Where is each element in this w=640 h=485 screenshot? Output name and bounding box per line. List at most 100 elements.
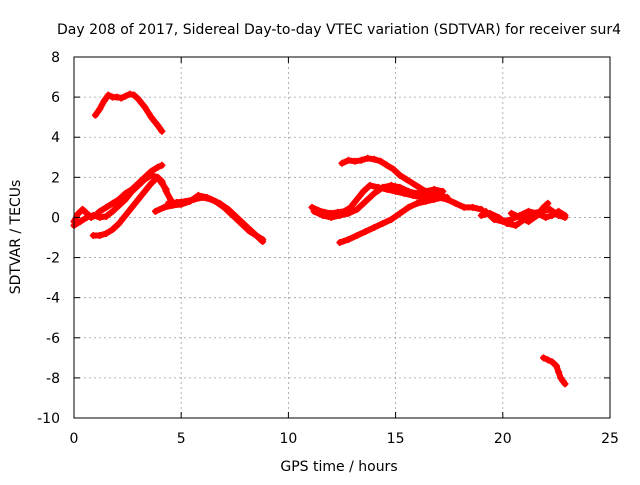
data-point	[154, 121, 162, 129]
data-point	[134, 181, 142, 189]
data-point	[160, 203, 168, 211]
data-point	[507, 215, 515, 223]
data-point	[542, 213, 550, 221]
data-point	[199, 193, 207, 201]
data-point	[147, 171, 155, 179]
data-point	[460, 203, 468, 211]
y-tick-label: -4	[46, 291, 60, 307]
y-tick-label: 0	[51, 210, 60, 226]
data-point	[482, 207, 490, 215]
data-point	[109, 199, 117, 207]
data-point	[147, 113, 155, 121]
data-point	[555, 368, 563, 376]
x-tick-label: 20	[494, 431, 512, 447]
data-point	[134, 195, 142, 203]
data-point	[353, 205, 361, 213]
data-point	[327, 213, 335, 221]
data-point	[540, 354, 548, 362]
data-point	[402, 175, 410, 183]
y-tick-label: -8	[46, 371, 60, 387]
data-point	[115, 219, 123, 227]
data-point	[362, 227, 370, 235]
data-point	[76, 217, 84, 225]
data-point	[147, 179, 155, 187]
data-point	[104, 91, 112, 99]
data-point	[396, 183, 404, 191]
data-point	[387, 181, 395, 189]
data-point	[96, 105, 104, 113]
data-point	[452, 199, 460, 207]
data-point	[353, 195, 361, 203]
data-series-arc-14	[540, 354, 569, 388]
x-tick-label: 5	[177, 431, 186, 447]
data-point	[158, 161, 166, 169]
data-point	[512, 221, 520, 229]
data-point	[250, 229, 258, 237]
data-point	[396, 171, 404, 179]
data-point	[89, 211, 97, 219]
data-point	[370, 189, 378, 197]
data-point	[469, 203, 477, 211]
data-point	[533, 211, 541, 219]
data-point	[544, 199, 552, 207]
y-tick-label: -2	[46, 251, 60, 267]
y-tick-label: 8	[51, 50, 60, 66]
data-point	[377, 157, 385, 165]
data-point	[383, 161, 391, 169]
data-point	[441, 193, 449, 201]
data-point	[422, 197, 430, 205]
data-series-arc-10	[338, 154, 449, 201]
data-point	[353, 231, 361, 239]
series-trace	[92, 91, 165, 135]
data-point	[102, 212, 110, 220]
data-point	[379, 183, 387, 191]
data-point	[83, 213, 91, 221]
series-trace	[311, 182, 446, 221]
data-point	[207, 195, 215, 203]
data-point	[357, 156, 365, 164]
data-point	[233, 213, 241, 221]
data-point	[102, 229, 110, 237]
data-point	[338, 159, 346, 167]
data-point	[162, 187, 170, 195]
data-point	[404, 203, 412, 211]
data-point	[115, 201, 123, 209]
data-point	[74, 209, 82, 217]
data-point	[525, 217, 533, 225]
data-series-arc-6	[164, 193, 267, 246]
data-point	[555, 207, 563, 215]
data-point	[113, 93, 121, 101]
data-point	[141, 175, 149, 183]
data-point	[413, 199, 421, 207]
data-point	[121, 195, 129, 203]
data-point	[154, 163, 162, 171]
data-point	[181, 197, 189, 205]
data-point	[413, 189, 421, 197]
data-point	[422, 187, 430, 195]
data-point	[158, 127, 166, 135]
data-point	[134, 95, 142, 103]
data-point	[224, 205, 232, 213]
data-point	[79, 205, 87, 213]
data-point	[404, 187, 412, 195]
data-point	[91, 111, 99, 119]
series-trace	[165, 194, 266, 245]
y-tick-label: -6	[46, 331, 60, 347]
data-point	[387, 215, 395, 223]
y-tick-label: 4	[51, 130, 60, 146]
data-point	[310, 207, 318, 215]
data-point	[130, 91, 138, 99]
data-point	[507, 209, 515, 217]
data-point	[540, 203, 548, 211]
data-point	[121, 211, 129, 219]
data-point	[173, 198, 181, 206]
data-point	[190, 195, 198, 203]
data-point	[141, 187, 149, 195]
data-point	[109, 225, 117, 233]
data-point	[151, 207, 159, 215]
data-point	[102, 203, 110, 211]
plot-frame	[73, 56, 611, 419]
data-point	[154, 173, 162, 181]
data-point	[561, 211, 569, 219]
data-point	[544, 356, 552, 364]
